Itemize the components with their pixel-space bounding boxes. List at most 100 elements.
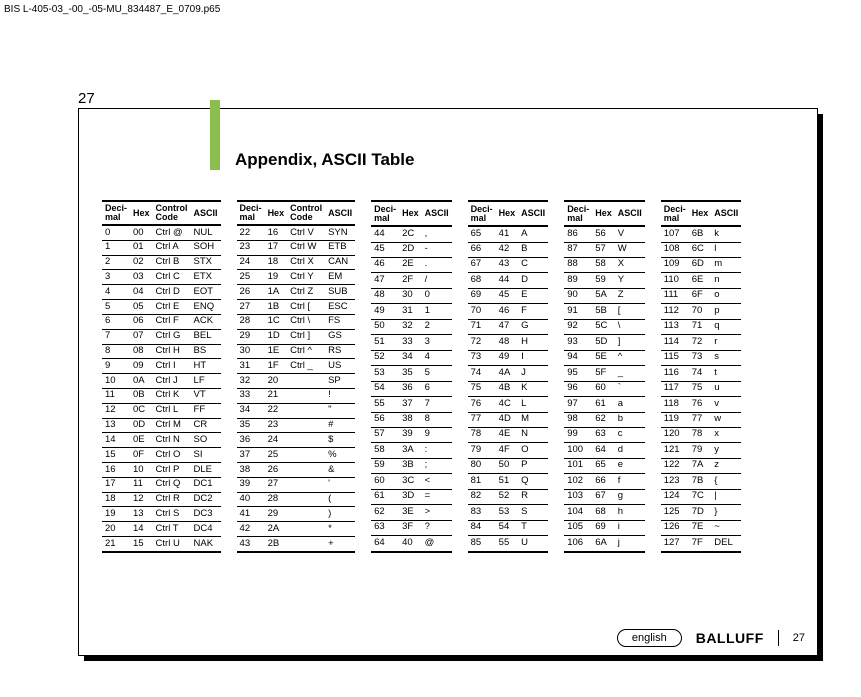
table-header-cell: ASCII [615,201,645,226]
table-cell: # [325,418,355,433]
table-row: 8555U [468,536,549,552]
table-cell: 13 [130,507,153,522]
table-cell: 38 [237,463,265,478]
table-cell [287,537,325,552]
table-cell: 67 [468,257,496,272]
table-cell: & [325,463,355,478]
table-cell: 5B [592,304,615,319]
table-cell: BEL [191,329,221,344]
table-cell: = [422,489,452,504]
table-cell: BS [191,344,221,359]
table-cell: > [422,505,452,520]
language-badge: english [617,629,682,647]
table-cell: 52 [496,489,519,504]
table-row: 3927' [237,477,356,492]
table-row: 311FCtrl _US [237,359,356,374]
table-cell: S [518,505,548,520]
table-cell: 3A [399,443,422,458]
table-cell: 69 [592,520,615,535]
table-cell: NAK [191,537,221,552]
table-cell: DC3 [191,507,221,522]
table-cell: 36 [237,433,265,448]
table-cell: 4D [496,412,519,427]
table-cell: 71 [468,319,496,334]
table-cell: 17 [265,240,288,255]
table-cell: 84 [468,520,496,535]
table-row: 3523# [237,418,356,433]
table-row: 1106En [661,273,742,288]
table-cell: 59 [592,273,615,288]
table-cell: SUB [325,285,355,300]
table-cell: , [422,226,452,242]
table-cell: 0E [130,433,153,448]
table-row: 54366 [371,381,452,396]
table-cell: Ctrl X [287,255,325,270]
table-cell: 125 [661,505,689,520]
table-cell: 6A [592,536,615,552]
table-cell: 10 [130,463,153,478]
table-cell: 43 [237,537,265,552]
table-row: 3220SP [237,374,356,389]
table-row: 48300 [371,288,452,303]
frame-shadow-right [818,114,823,660]
table-cell: ? [422,520,452,535]
table-row: 301ECtrl ^RS [237,344,356,359]
table-cell: m [711,257,741,272]
table-row: 955F_ [564,366,645,381]
table-cell: 30 [237,344,265,359]
table-cell: 3 [102,270,130,285]
table-cell: [ [615,304,645,319]
table-cell: 39 [237,477,265,492]
table-cell: 64 [371,536,399,552]
table-cell: 2A [265,522,288,537]
table-header-row: Deci-malHexControlCodeASCII [102,201,221,225]
table-cell: Ctrl ^ [287,344,325,359]
table-cell: 9 [422,427,452,442]
table-row: 130DCtrl MCR [102,418,221,433]
table-row: 56388 [371,412,452,427]
table-cell: - [422,242,452,257]
table-cell: $ [325,433,355,448]
table-cell: / [422,273,452,288]
table-cell: 45 [496,288,519,303]
table-cell: l [711,242,741,257]
table-cell: EOT [191,285,221,300]
table-row: 12179y [661,443,742,458]
table-row: 432B+ [237,537,356,552]
table-cell: 70 [689,304,712,319]
table-cell: Ctrl E [153,300,191,315]
table-cell [287,477,325,492]
table-header-cell: ASCII [518,201,548,226]
table-row: 3321! [237,388,356,403]
table-cell: 4B [496,381,519,396]
table-cell: 32 [399,319,422,334]
table-cell: 43 [496,257,519,272]
table-cell: 9 [102,359,130,374]
table-row: 9963c [564,427,645,442]
table-row: 10367g [564,489,645,504]
table-cell: 88 [564,257,592,272]
table-cell: @ [422,536,452,552]
table-cell: Ctrl Q [153,477,191,492]
table-cell: 5D [592,335,615,350]
table-cell: Ctrl L [153,403,191,418]
table-header-cell: Hex [399,201,422,226]
table-cell: _ [615,366,645,381]
table-cell: 17 [102,477,130,492]
table-cell: P [518,458,548,473]
table-cell [287,507,325,522]
table-row: 935D] [564,335,645,350]
table-cell: 6B [689,226,712,242]
table-cell: U [518,536,548,552]
table-cell [287,522,325,537]
table-cell: 8 [102,344,130,359]
table-cell: 6 [422,381,452,396]
table-cell: Ctrl N [153,433,191,448]
brand-logo: BALLUFF [696,630,764,646]
table-row: 808Ctrl HBS [102,344,221,359]
table-cell: o [711,288,741,303]
table-cell: 44 [371,226,399,242]
table-row: 583A: [371,443,452,458]
table-cell: 74 [689,366,712,381]
table-cell: t [711,366,741,381]
